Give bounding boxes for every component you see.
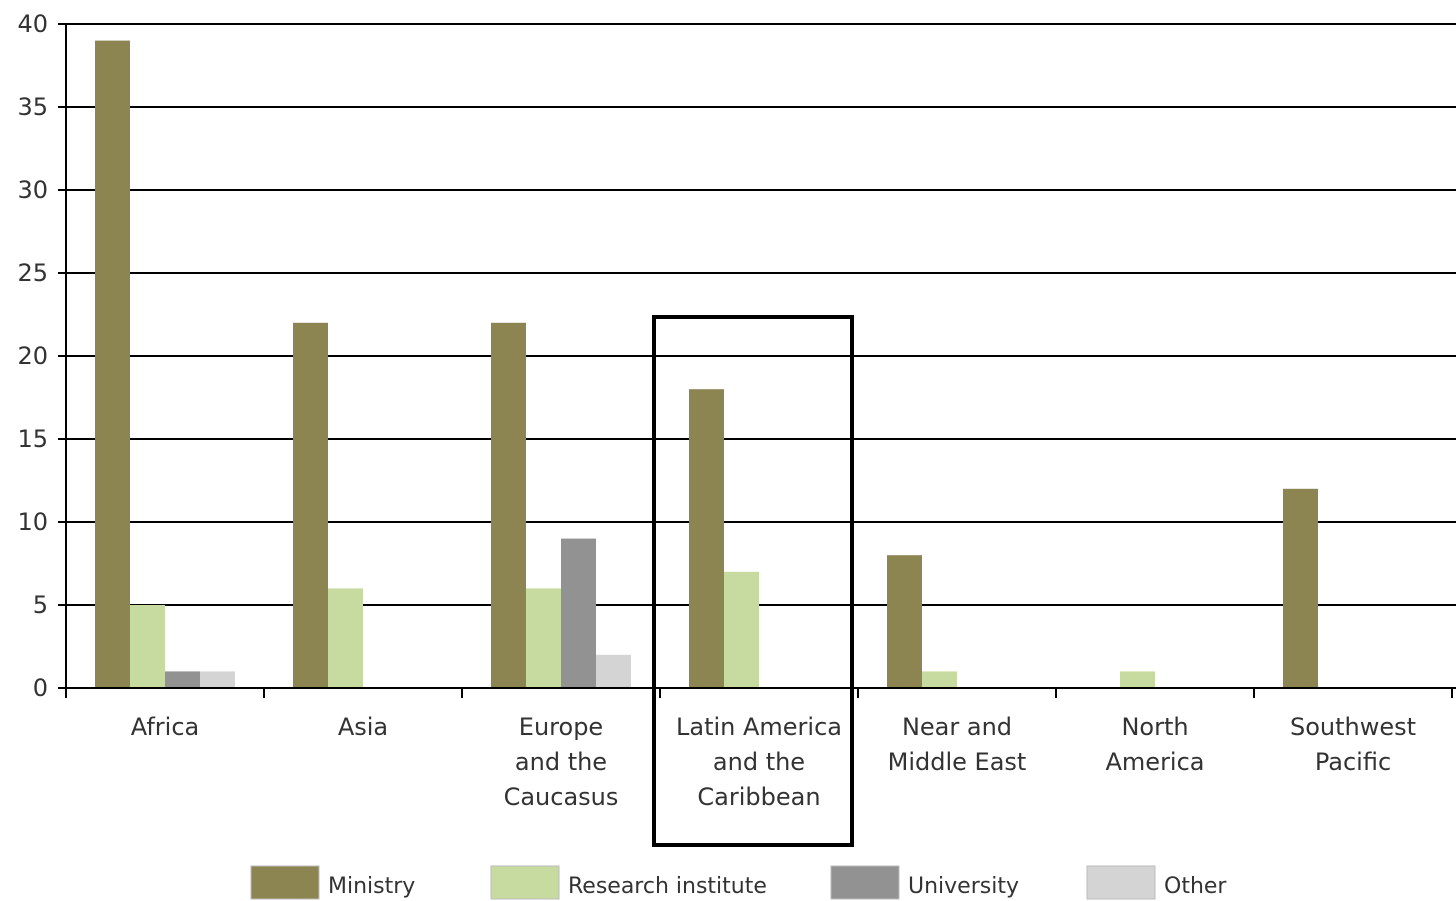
category-label-line: America (1106, 748, 1205, 776)
category-label-line: North (1121, 713, 1188, 741)
legend-label: University (908, 874, 1019, 899)
bar (165, 671, 200, 688)
category-label: Asia (338, 713, 388, 741)
y-tick-label: 5 (33, 591, 48, 619)
category-label-line: Pacific (1315, 748, 1391, 776)
category-label-line: Asia (338, 713, 388, 741)
legend-swatch (1086, 865, 1156, 900)
category-label: North America (1106, 713, 1205, 776)
highlight-box-rect (652, 315, 854, 847)
legend-swatch (830, 865, 900, 900)
y-tick-label: 25 (17, 259, 48, 287)
legend-swatch (250, 865, 320, 900)
bar (526, 588, 561, 688)
category-label-line: Near and (902, 713, 1012, 741)
highlight-box (652, 315, 854, 847)
category-label: Southwest Pacific (1290, 713, 1416, 776)
category-label: Africa (131, 713, 199, 741)
category-label-line: and the (515, 748, 607, 776)
bar (561, 538, 596, 688)
category-label-line: Latin America (676, 713, 842, 741)
category-label-line: Middle East (888, 748, 1027, 776)
category-labels: Africa Asia Europe and the Caucasus Latin Ame… (131, 713, 1416, 811)
y-axis-ticks: 0 5 10 15 20 25 30 35 40 (17, 10, 66, 702)
bar (1120, 671, 1155, 688)
bar (1283, 488, 1318, 688)
y-tick-label: 15 (17, 425, 48, 453)
bar (328, 588, 363, 688)
y-tick-label: 40 (17, 10, 48, 38)
legend: Ministry Research institute University Othe… (250, 865, 1227, 900)
bar (293, 322, 328, 688)
bar (922, 671, 957, 688)
category-label-line: Southwest (1290, 713, 1416, 741)
axes (65, 24, 1456, 698)
category-label-line: and the (713, 748, 805, 776)
bar (200, 671, 235, 688)
gridlines (66, 23, 1456, 606)
category-label-line: Europe (519, 713, 603, 741)
bar (596, 654, 631, 688)
y-tick-label: 0 (33, 674, 48, 702)
category-label-line: Caucasus (504, 783, 619, 811)
bar (724, 571, 759, 688)
bar (689, 389, 724, 688)
y-tick-label: 10 (17, 508, 48, 536)
category-label-line: Caribbean (697, 783, 820, 811)
bar (491, 322, 526, 688)
bar (130, 605, 165, 688)
legend-swatch (490, 865, 560, 900)
y-tick-label: 20 (17, 342, 48, 370)
category-label: Latin America and the Caribbean (676, 713, 842, 811)
category-label: Europe and the Caucasus (504, 713, 619, 811)
bar (887, 555, 922, 688)
category-label-line: Africa (131, 713, 199, 741)
legend-label: Other (1164, 874, 1227, 899)
y-tick-label: 35 (17, 93, 48, 121)
legend-label: Research institute (568, 874, 767, 899)
y-tick-label: 30 (17, 176, 48, 204)
bars (95, 40, 1318, 689)
legend-label: Ministry (328, 874, 415, 899)
category-label: Near and Middle East (888, 713, 1027, 776)
bar (95, 40, 130, 689)
